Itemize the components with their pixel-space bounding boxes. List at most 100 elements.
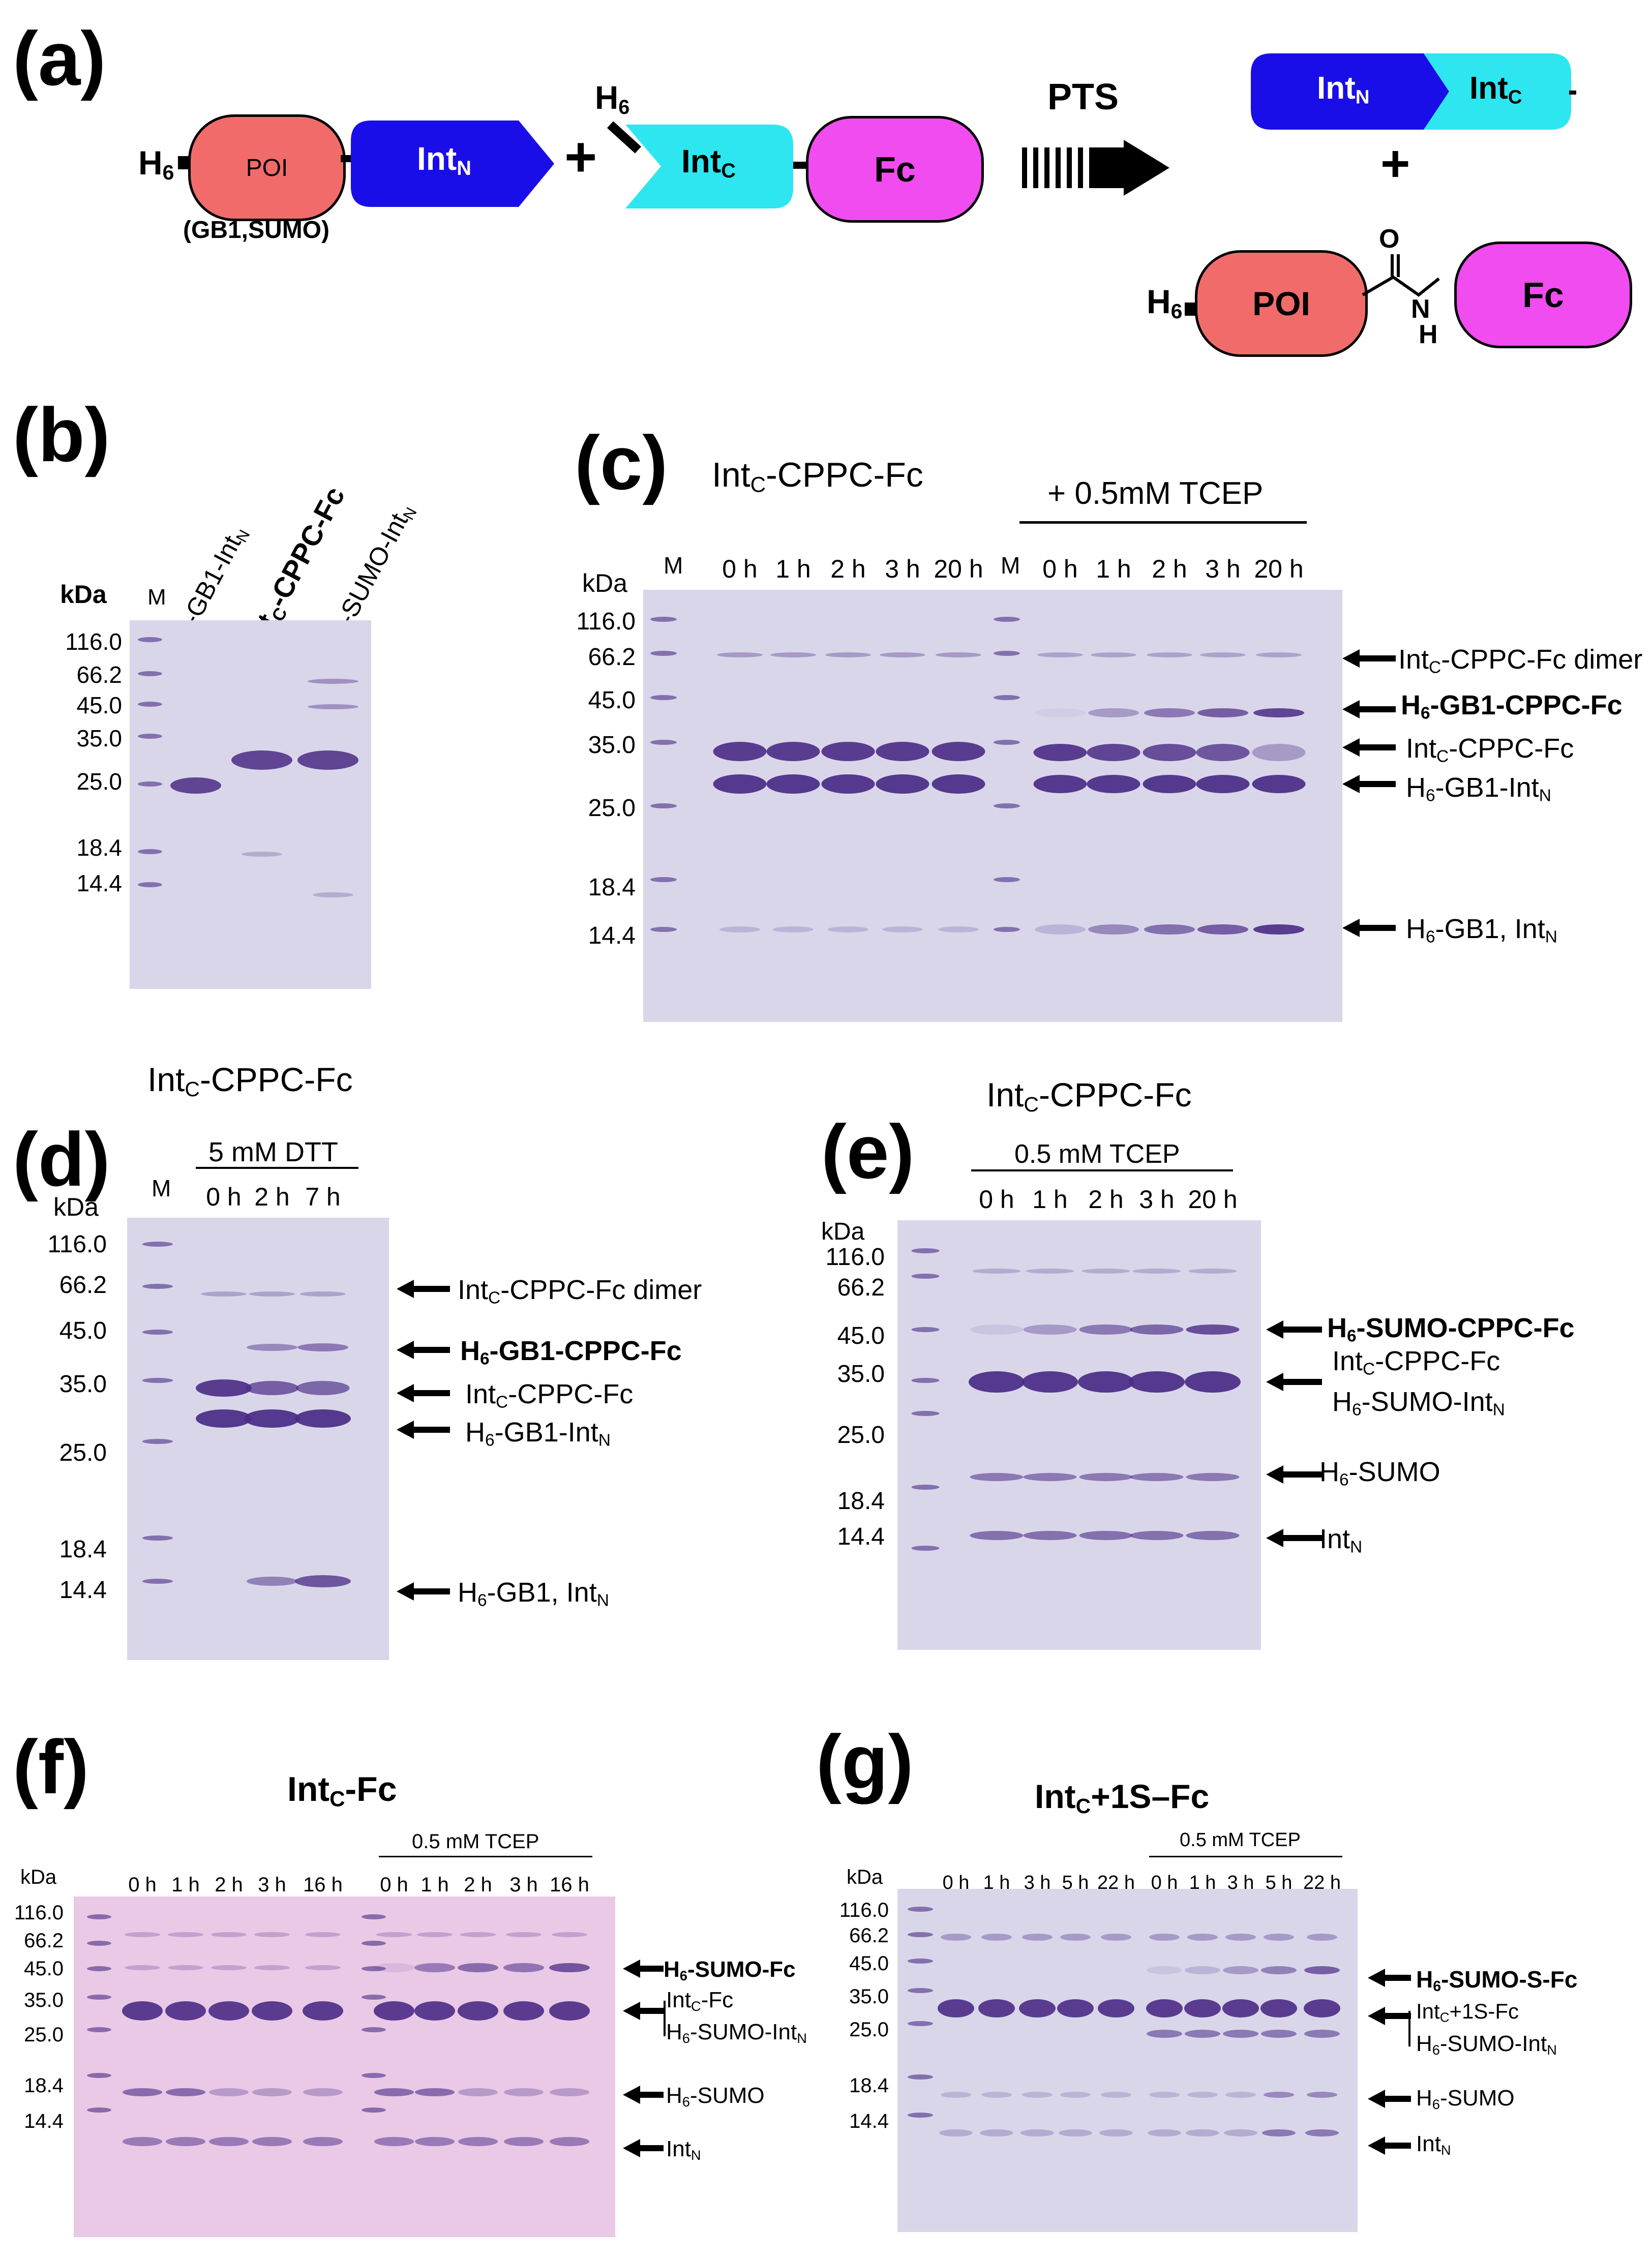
product-fc-label: Fc xyxy=(1522,275,1564,315)
gel-c-gb1intn-0 xyxy=(713,774,767,794)
gel-f-intn-8 xyxy=(504,2137,544,2146)
h6-tag-label: H6 xyxy=(138,144,174,185)
gel-e-intn-0 xyxy=(970,1531,1024,1540)
panel_d-lane-2: 7 h xyxy=(305,1183,341,1211)
gel-f-m2-ladder-band-2 xyxy=(362,1966,386,1971)
gel-g-ladder-band-0 xyxy=(908,1907,933,1912)
product-intn-label: IntN xyxy=(1317,71,1370,108)
gel-f-intc-1 xyxy=(165,2001,206,2021)
gel-b-ladder-band-6 xyxy=(138,882,162,887)
gel-b-ladder-band-2 xyxy=(138,702,162,707)
panel-f-ann-intcfc: IntC-Fc xyxy=(666,1987,734,2014)
gel-d-ladder-band-1 xyxy=(142,1284,173,1289)
panel_d-marker-1: 66.2 xyxy=(59,1272,107,1299)
panel_g-lane-5: 0 h xyxy=(1151,1872,1178,1893)
gel-c-t-gb1intn-2 xyxy=(1143,775,1196,793)
gel-g-intn-3 xyxy=(1059,2129,1092,2136)
intn-label: IntN xyxy=(417,140,471,179)
panel-e-title: IntC-CPPC-Fc xyxy=(986,1076,1192,1117)
panel_f-marker-3: 35.0 xyxy=(24,1989,64,2011)
gel-f-product-5 xyxy=(374,1963,414,1972)
gel-e-product-3 xyxy=(1130,1324,1184,1335)
panel_g-lane-1: 1 h xyxy=(983,1872,1010,1893)
gel-b-lane1-gb1intn xyxy=(170,777,221,794)
panel_b-marker-3: 35.0 xyxy=(76,725,122,751)
panel-g-kda: kDa xyxy=(847,1866,883,1888)
gel-f-m2-ladder-band-6 xyxy=(362,2107,386,2113)
product-poi-label: POI xyxy=(1252,285,1310,322)
panel_c-marker-2: 45.0 xyxy=(588,687,636,714)
panel-b-kda: kDa xyxy=(60,580,107,609)
gel-c-m2-ladder-band-5 xyxy=(994,877,1020,882)
gel-c-faint-1 xyxy=(773,926,814,932)
gel-e-intn-2 xyxy=(1079,1531,1133,1540)
panel-f-ann-sumointn: H6-SUMO-IntN xyxy=(666,2020,807,2046)
gel-g-intn-8 xyxy=(1262,2129,1296,2136)
gel-f-upper-3 xyxy=(254,1932,290,1937)
gel-d-ladder-band-2 xyxy=(142,1330,173,1335)
gel-f-intn-3 xyxy=(252,2137,292,2146)
panel-b-marker-lane: M xyxy=(147,585,166,610)
gel-c-t-gb1intn-3 xyxy=(1196,775,1250,793)
panel-f-label: (f) xyxy=(13,1724,89,1810)
gel-e-ladder-band-1 xyxy=(911,1274,940,1279)
gel-g-product-5 xyxy=(1147,1966,1182,1974)
product-poi-domain: POI xyxy=(1195,250,1368,357)
gel-g-intn-0 xyxy=(939,2129,973,2136)
gel-e-intc-1 xyxy=(1022,1371,1078,1393)
panel_g-marker-0: 116.0 xyxy=(839,1899,889,1921)
panel-c-tcep: + 0.5mM TCEP xyxy=(1047,476,1264,511)
panel_e-marker-5: 18.4 xyxy=(837,1488,885,1515)
gel-f-m1-ladder-band-6 xyxy=(87,2107,111,2113)
gel-f-sumo-4 xyxy=(303,2088,343,2096)
panel-e-arrow-sumo xyxy=(1266,1465,1322,1484)
gel-f-m1-ladder-band-4 xyxy=(87,2027,111,2032)
gel-c-faint-4 xyxy=(938,926,979,932)
panel_e-lane-4: 20 h xyxy=(1188,1185,1238,1214)
panel_f-lane-8: 3 h xyxy=(509,1874,538,1896)
panel_b-marker-6: 14.4 xyxy=(76,870,122,896)
panel-g-label: (g) xyxy=(816,1719,914,1804)
gel-g-sumo-3 xyxy=(1060,2092,1091,2098)
gel-d-dimer-0 xyxy=(201,1291,247,1297)
gel-g-intc-5 xyxy=(1146,1999,1183,2017)
gel-g-intc-1 xyxy=(978,1999,1015,2017)
product-h6-label: H6 xyxy=(1147,283,1183,323)
gel-g-upper-3 xyxy=(1060,1934,1091,1941)
panel_d-marker-5: 18.4 xyxy=(59,1536,107,1563)
gel-e-sumo-0 xyxy=(970,1473,1024,1481)
panel_e-lane-1: 1 h xyxy=(1032,1185,1068,1214)
panel_e-lane-2: 2 h xyxy=(1088,1185,1124,1214)
panel-g-bracket xyxy=(1408,2011,1410,2046)
gel-c-gb1intn-4 xyxy=(932,774,985,794)
panel_g-lane-7: 3 h xyxy=(1227,1872,1254,1893)
gel-c-m2-ladder-band-2 xyxy=(994,695,1020,700)
gel-f-m1-ladder-band-3 xyxy=(87,1995,111,2000)
gel-f-m2-ladder-band-4 xyxy=(362,2027,386,2032)
gel-g-upper-9 xyxy=(1307,1934,1337,1941)
gel-f-m2-ladder-band-3 xyxy=(362,1995,386,2000)
panel_c-marker-6: 14.4 xyxy=(588,922,636,949)
gel-c-gb1intn-2 xyxy=(821,774,875,794)
gel-d-gb1intn-1 xyxy=(244,1409,300,1428)
gel-d-ladder-band-5 xyxy=(142,1535,173,1541)
gel-f-m2-ladder-band-1 xyxy=(362,1941,386,1946)
gel-f-intn-2 xyxy=(209,2137,249,2146)
gel-e-sumo-2 xyxy=(1079,1473,1133,1481)
gel-c-m1-ladder-band-6 xyxy=(650,927,677,932)
gel-g-intc-4 xyxy=(1098,1999,1134,2017)
gel-e-sumo-3 xyxy=(1130,1473,1184,1481)
panel_b-marker-5: 18.4 xyxy=(76,834,122,861)
panel_g-lane-9: 22 h xyxy=(1303,1872,1341,1893)
panel_d-marker-2: 45.0 xyxy=(59,1317,107,1344)
gel-c-t-product-4 xyxy=(1253,708,1304,717)
panel-c-kda: kDa xyxy=(582,569,627,597)
gel-f-product-4 xyxy=(305,1965,341,1970)
gel-f-sumo-2 xyxy=(209,2088,249,2096)
gel-f-product-3 xyxy=(254,1965,290,1970)
fc-domain: Fc xyxy=(806,116,984,223)
gel-g-upper-8 xyxy=(1264,1934,1294,1941)
gel-e-intc-2 xyxy=(1078,1371,1134,1393)
gel-f-product-7 xyxy=(458,1963,498,1972)
panel-a-label: (a) xyxy=(13,16,106,101)
